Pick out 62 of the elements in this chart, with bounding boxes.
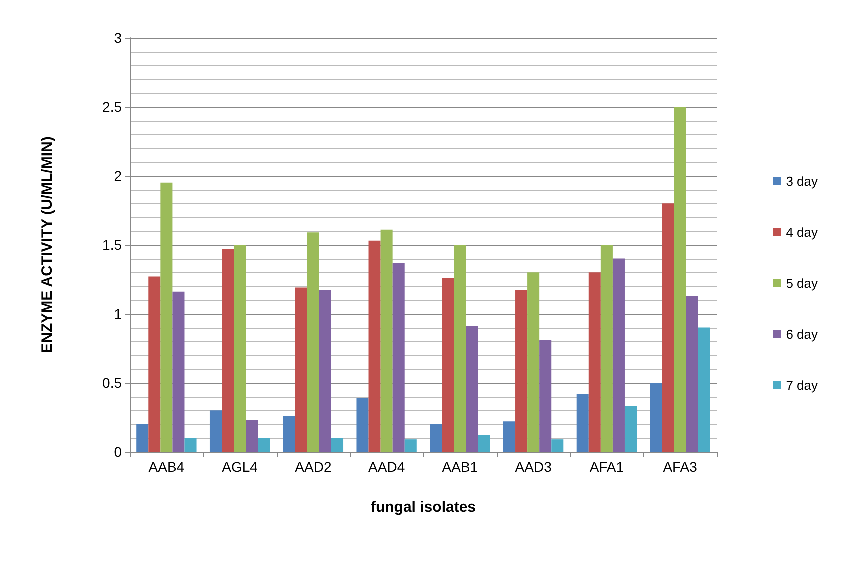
bar [698,328,710,452]
bar [686,296,698,452]
x-tick-label: AAD3 [515,459,552,475]
bar [148,276,161,452]
bar [222,249,234,452]
x-tick-label: AAB4 [148,459,185,475]
bar [184,438,197,452]
bar [295,288,308,452]
legend-label: 7 day [786,378,818,393]
bar [404,440,417,452]
bar [356,398,369,452]
y-tick-label: 2 [114,168,122,184]
bar [576,394,589,452]
y-tick-label: 1.5 [102,237,122,253]
bar [454,245,466,452]
bar [136,424,149,452]
x-tick-label: AFA1 [590,459,624,475]
x-axis-title: fungal isolates [370,499,476,516]
bar [674,107,686,452]
x-tick-label: AGL4 [222,459,258,475]
bar [624,406,638,452]
y-axis-title: ENZYME ACTIVITY (U/ML/MIN) [39,136,56,354]
bar [503,422,516,452]
legend-label: 5 day [786,276,818,291]
x-tick-label: AAD2 [295,459,332,475]
bar [612,258,625,452]
bar [478,435,490,452]
bar [662,204,674,452]
bar [307,232,320,452]
y-tick-label: 2.5 [102,99,122,115]
bar [442,278,454,452]
bar [234,245,246,452]
bar [650,383,662,452]
bar [528,272,540,452]
bar [160,182,173,452]
bar [210,410,222,452]
x-tick-label: AAB1 [442,459,478,475]
bar [331,438,344,452]
bar [600,245,613,452]
bar [540,340,552,452]
y-tick-label: 0 [114,444,122,460]
y-tick-label: 1 [114,306,122,322]
bar [246,420,258,452]
bar [516,290,528,452]
bar [258,438,270,452]
y-tick-label: 0.5 [102,375,122,391]
x-tick-label: AFA3 [663,459,698,475]
x-tick-label: AAD4 [368,459,406,475]
bar [283,416,296,452]
bar [430,424,442,452]
bar [368,240,381,452]
bar [552,440,564,452]
bar [392,262,405,452]
legend-label: 4 day [786,225,818,240]
bar [319,290,332,452]
y-tick-label: 3 [114,30,122,46]
bar [380,230,393,452]
bar [588,272,601,452]
bar [466,326,478,452]
legend-label: 3 day [786,174,818,189]
legend-label: 6 day [786,327,818,342]
bar [172,292,185,452]
